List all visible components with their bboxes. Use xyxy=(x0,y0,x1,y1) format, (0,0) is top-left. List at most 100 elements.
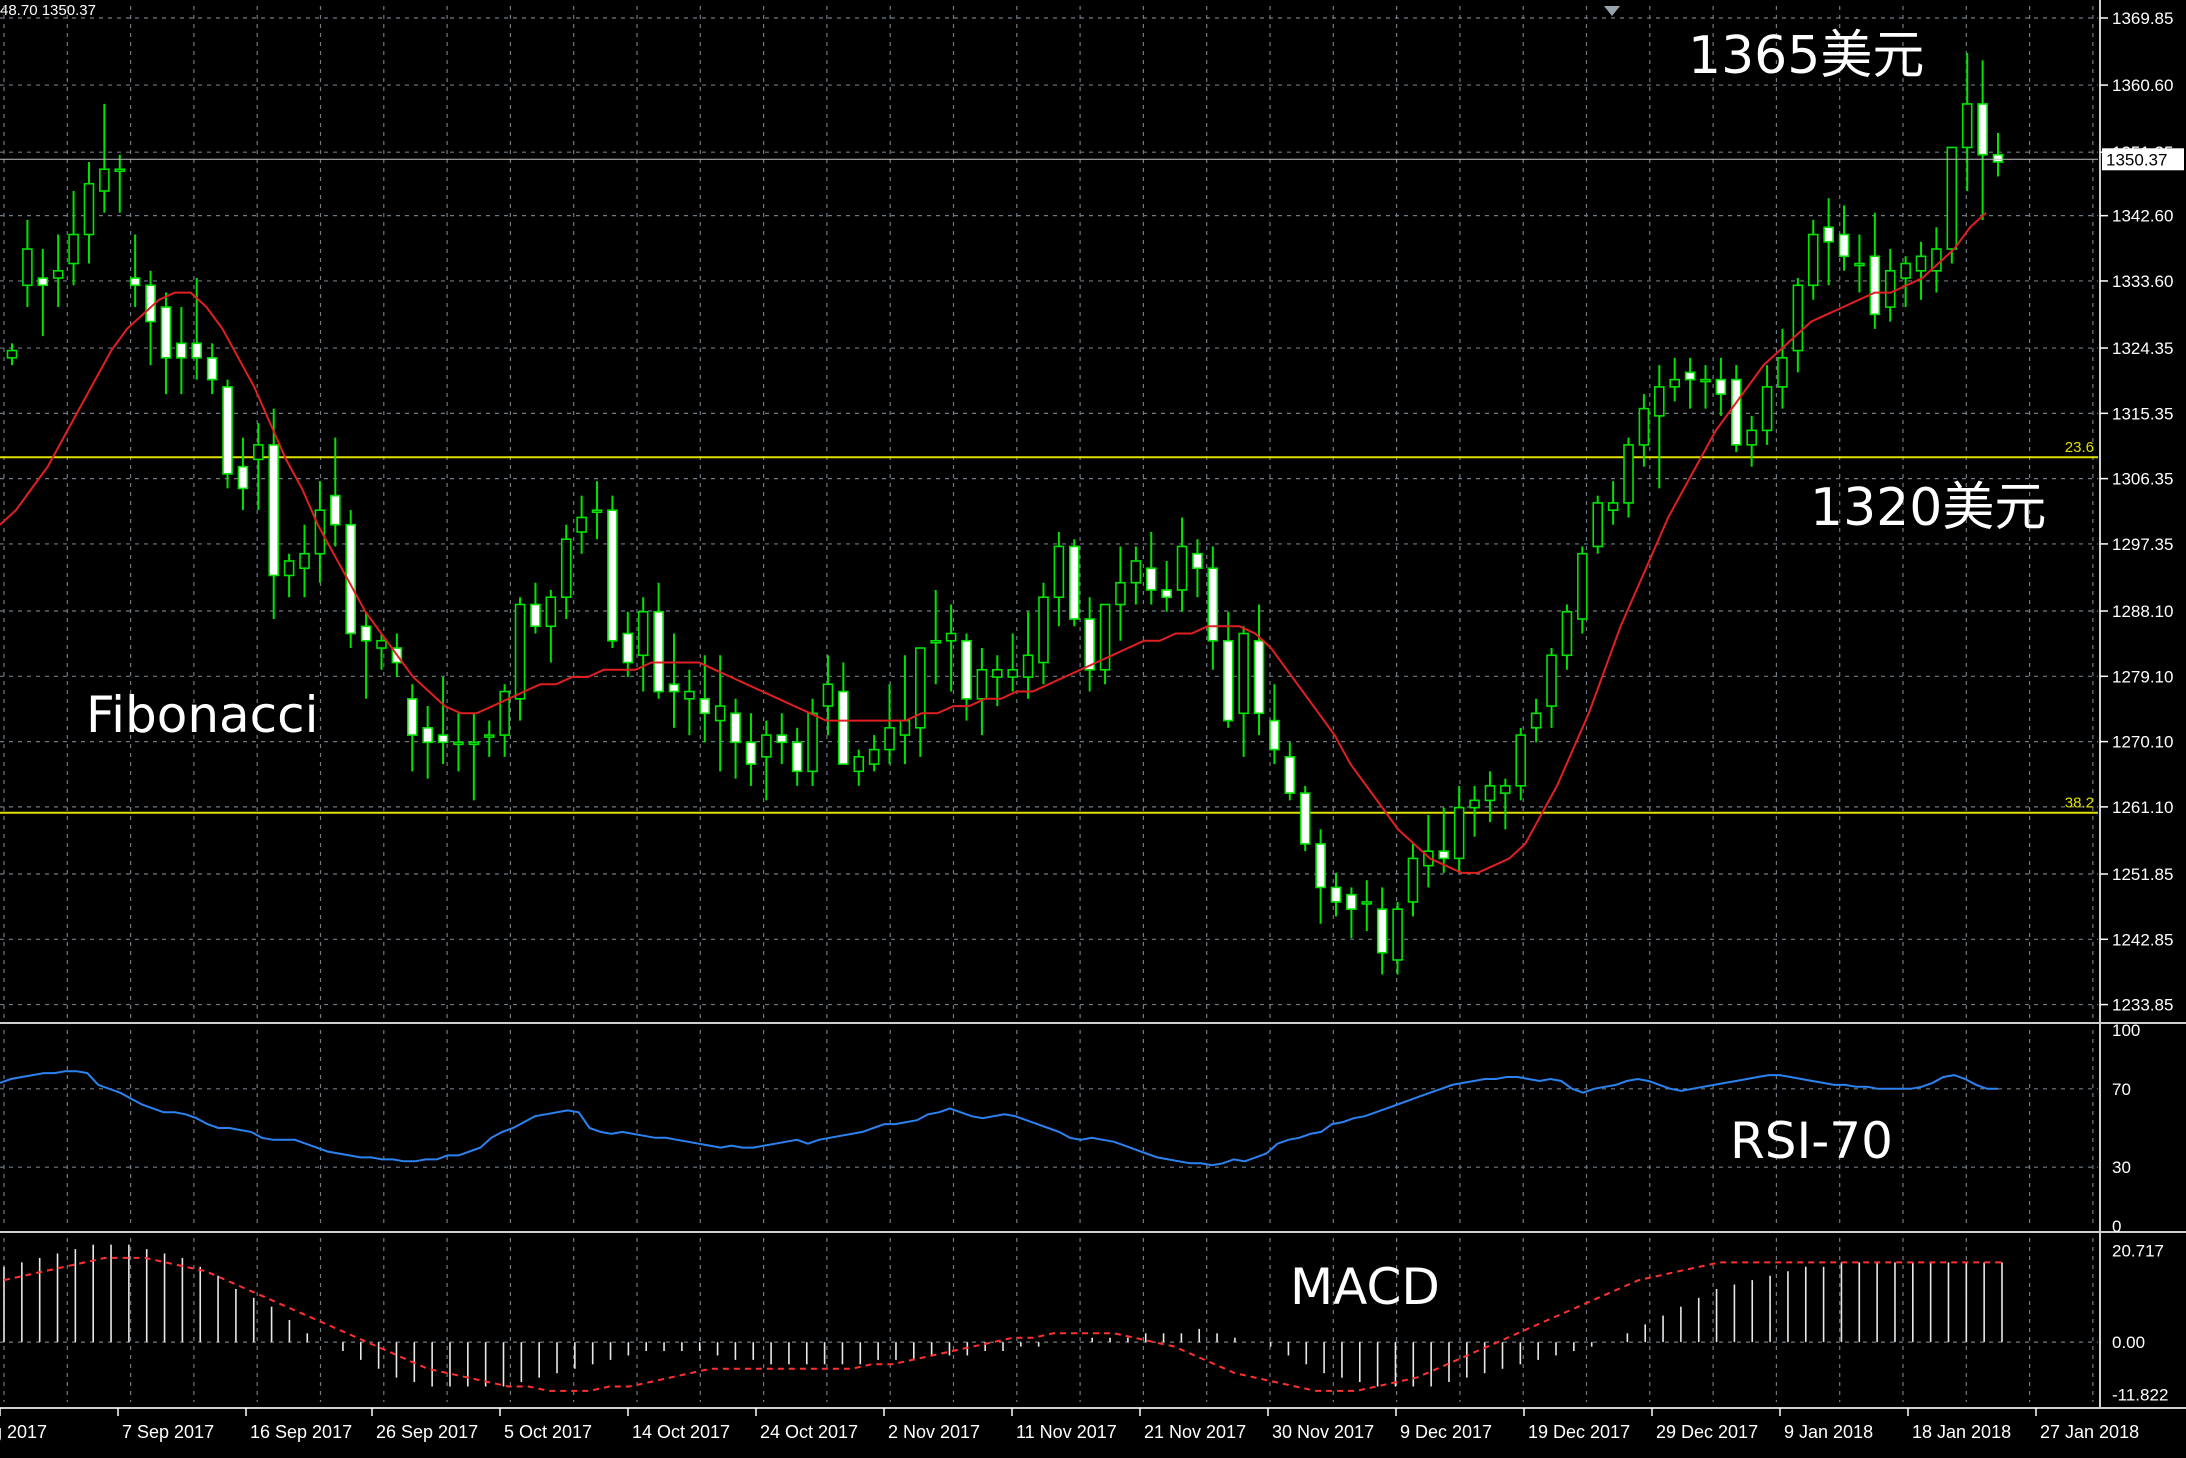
ma-line xyxy=(0,212,1987,874)
candle-body xyxy=(1500,785,1511,794)
candle-body xyxy=(807,712,818,773)
candle-body xyxy=(1546,654,1557,707)
candle-body xyxy=(1761,386,1773,432)
date-tick-label: 5 Oct 2017 xyxy=(504,1422,592,1442)
candle-body xyxy=(668,683,680,693)
candle-body xyxy=(514,603,526,700)
fib-level-label: 23.6 xyxy=(2065,439,2094,456)
date-tick-label: 21 Nov 2017 xyxy=(1144,1422,1246,1442)
candle-body xyxy=(99,168,110,192)
candle-body xyxy=(868,748,880,765)
candle-body xyxy=(1192,552,1203,570)
candle-body xyxy=(530,603,541,628)
candle-body xyxy=(422,727,433,744)
candle-body xyxy=(1654,386,1665,417)
price-tick-label: 1297.35 xyxy=(2112,535,2173,554)
candle-body xyxy=(314,509,326,555)
candle-body xyxy=(1992,153,2004,163)
macd-tick-label: -11.822 xyxy=(2112,1386,2168,1405)
macd-signal-line xyxy=(3,1256,2002,1392)
date-tick-label: 30 Nov 2017 xyxy=(1272,1422,1374,1442)
macd-tick-label: 20.717 xyxy=(2112,1241,2164,1260)
candle-body xyxy=(607,509,618,642)
candle-body xyxy=(1684,371,1696,381)
candle-body xyxy=(745,741,757,765)
candle-body xyxy=(1207,567,1219,642)
candle-body xyxy=(1484,785,1496,802)
rsi-tick-label: 100 xyxy=(2112,1021,2140,1040)
candle-body xyxy=(1068,545,1080,620)
candle-body xyxy=(1315,843,1326,889)
candle-body xyxy=(468,741,480,746)
candle-body xyxy=(1515,734,1527,787)
rsi-annotation: RSI-70 xyxy=(1730,1112,1893,1170)
candle-body xyxy=(345,523,356,635)
rsi-line xyxy=(0,1070,1998,1167)
macd-tick-label: 0.00 xyxy=(2112,1333,2145,1352)
candle-body xyxy=(283,560,295,577)
date-tick-label: 19 Dec 2017 xyxy=(1528,1422,1630,1442)
candle-body xyxy=(591,509,603,513)
candle-body xyxy=(560,538,572,599)
rsi-tick-label: 70 xyxy=(2112,1080,2131,1099)
macd-annotation: MACD xyxy=(1290,1258,1440,1316)
moving-average-series xyxy=(0,212,1987,874)
candle-body xyxy=(299,552,310,570)
candle-body xyxy=(1638,407,1650,446)
candle-body xyxy=(622,632,634,664)
current-price-marker: 1350.37 xyxy=(0,6,2184,171)
current-price-label: 1350.37 xyxy=(2106,150,2167,169)
candle-body xyxy=(1284,756,1296,794)
candle-body xyxy=(1715,378,1727,395)
candle-body xyxy=(1222,639,1234,722)
candle-body xyxy=(1823,226,1834,243)
candle-body xyxy=(1330,886,1342,903)
date-tick-label: 9 Dec 2017 xyxy=(1400,1422,1492,1442)
date-tick-label: 18 Jan 2018 xyxy=(1912,1422,2011,1442)
price-axis: 1369.851360.601351.351342.601333.601324.… xyxy=(2100,9,2173,1405)
candle-body xyxy=(1561,610,1573,657)
candle-body xyxy=(1176,545,1188,591)
candle-body xyxy=(1777,357,1788,388)
candle-body xyxy=(406,698,418,736)
candle-body xyxy=(129,277,141,287)
candle-body xyxy=(992,668,1003,678)
price-tick-label: 1333.60 xyxy=(2112,272,2173,291)
candle-body xyxy=(1746,429,1757,446)
candle-body xyxy=(176,342,187,359)
date-tick-label: 29 Dec 2017 xyxy=(1656,1422,1758,1442)
candle-body xyxy=(1623,444,1634,504)
candle-body xyxy=(1438,850,1450,860)
candle-body xyxy=(1807,233,1819,287)
candle-body xyxy=(1577,552,1588,620)
candle-body xyxy=(637,610,649,657)
candle-body xyxy=(1854,262,1865,267)
candle-body xyxy=(37,277,49,287)
candle-body xyxy=(822,683,834,707)
candle-body xyxy=(915,647,926,729)
candle-body xyxy=(22,248,33,287)
macd-series xyxy=(3,1244,2003,1392)
candle-body xyxy=(1700,378,1711,383)
candle-body xyxy=(222,386,233,475)
price-annotation-high: 1365美元 xyxy=(1688,26,1925,86)
candle-body xyxy=(853,756,865,773)
candle-body xyxy=(68,233,79,265)
candle-body xyxy=(1592,502,1604,548)
candle-body xyxy=(1161,589,1172,599)
candle-body xyxy=(330,494,341,526)
candle-body xyxy=(483,734,495,738)
candle-body xyxy=(1053,545,1065,599)
candle-body xyxy=(930,639,942,644)
candle-body xyxy=(684,690,695,700)
candle-body xyxy=(976,668,988,700)
candle-body xyxy=(360,625,372,642)
date-tick-label: 24 Oct 2017 xyxy=(760,1422,858,1442)
candle-body xyxy=(1346,893,1357,910)
price-tick-label: 1261.10 xyxy=(2112,798,2173,817)
candle-body xyxy=(1007,668,1018,678)
rsi-series xyxy=(0,1070,1998,1167)
ohlc-header: 48.70 1350.37 xyxy=(0,2,96,19)
candle-body xyxy=(1607,502,1619,511)
